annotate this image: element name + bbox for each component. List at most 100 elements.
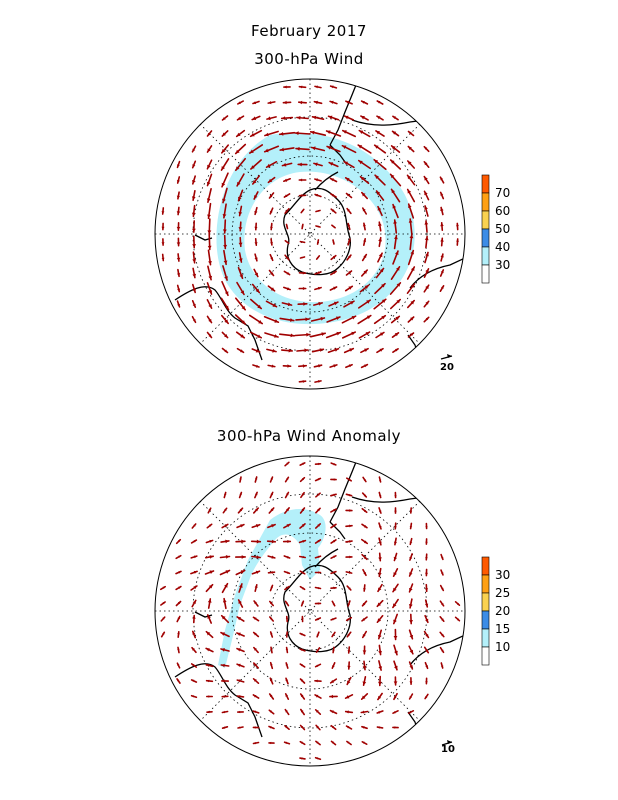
wind-vector-head xyxy=(440,177,444,181)
wind-vector-head xyxy=(240,334,245,338)
wind-vector-head xyxy=(366,315,371,320)
wind-vector-head xyxy=(176,195,180,199)
wind-vector-head xyxy=(314,178,319,182)
wind-vector-head xyxy=(359,130,364,134)
wind-vector-head xyxy=(424,205,428,210)
wind-vector-head xyxy=(287,364,291,368)
wind-vector-head xyxy=(381,315,386,320)
wind-vector-head xyxy=(320,316,325,321)
wind-vector-head xyxy=(264,132,269,137)
wind-vector-head xyxy=(332,255,336,259)
wind-vector-head xyxy=(192,180,196,184)
wind-vector-head xyxy=(328,115,333,120)
wind-vector-head xyxy=(254,272,258,277)
wind-vector-head xyxy=(255,364,259,368)
wind-vector-head xyxy=(317,242,319,245)
wind-vector-head xyxy=(177,288,181,292)
wind-vector-head xyxy=(207,148,211,153)
wind-vector-head xyxy=(456,238,459,242)
wind-vector-head xyxy=(361,101,365,104)
colorbar-swatch xyxy=(481,228,490,248)
wind-vector-head xyxy=(424,146,428,150)
wind-vector-head xyxy=(252,116,257,120)
wind-vector-head xyxy=(207,164,211,169)
wind-vector-head xyxy=(366,300,371,304)
wind-vector-head xyxy=(348,255,351,259)
colorbar-label: 50 xyxy=(495,222,510,236)
wind-vector-head xyxy=(332,242,335,244)
wind-vector-head xyxy=(375,175,379,179)
wind-vector-head xyxy=(176,226,181,231)
wind-vector-head xyxy=(192,228,196,233)
colorbar-label: 60 xyxy=(495,204,510,218)
wind-vector-head xyxy=(208,275,213,280)
wind-vector-head xyxy=(238,227,243,231)
wind-vector-head xyxy=(257,334,262,338)
wind-vector-head xyxy=(192,164,196,168)
wind-vector-head xyxy=(306,332,310,337)
wind-vector-head xyxy=(283,100,287,105)
wind-vector-head xyxy=(254,226,258,230)
wind-vector-head xyxy=(407,161,412,165)
wind-vector-head xyxy=(440,222,444,227)
wind-vector-head xyxy=(336,316,340,320)
wind-vector-head xyxy=(206,198,211,203)
wind-vector-head xyxy=(208,334,212,338)
wind-vector-head xyxy=(374,145,379,149)
wind-vector-head xyxy=(239,274,243,279)
wind-vector-head xyxy=(318,380,321,383)
wind-vector-head xyxy=(224,276,228,281)
wind-vector-head xyxy=(255,348,260,353)
wind-vector-head xyxy=(333,301,338,306)
colorbar: 70 60 50 40 30 xyxy=(481,174,510,284)
wind-vector-head xyxy=(360,176,365,181)
wind-vector-head xyxy=(238,211,243,216)
wind-vector-head xyxy=(222,198,226,203)
wind-vector-head xyxy=(298,100,303,105)
wind-vector-head xyxy=(362,208,366,212)
wind-vector-head xyxy=(358,160,363,165)
wind-vector-head xyxy=(392,204,397,209)
wind-vector-head xyxy=(255,288,260,293)
wind-vector-head xyxy=(424,176,428,181)
wind-vector-head xyxy=(348,286,353,290)
wind-vector-head xyxy=(315,194,319,197)
wind-vector-head xyxy=(221,182,226,187)
wind-vector-head xyxy=(176,257,181,262)
wind-vector-head xyxy=(192,273,197,278)
anomaly-map-title: 300-hPa Wind Anomaly xyxy=(216,427,402,445)
wind-vector-head xyxy=(237,181,241,186)
wind-vector-head xyxy=(333,286,337,290)
wind-vector-head xyxy=(342,145,347,149)
map-boundary xyxy=(154,78,466,390)
wind-vector-head xyxy=(364,348,369,352)
wind-vector-head xyxy=(299,178,303,182)
wind-vector-head xyxy=(235,149,240,154)
figure-title: February 2017 xyxy=(251,22,367,40)
wind-vector-head xyxy=(330,193,334,197)
wind-vector-head xyxy=(301,209,304,212)
wind-vector-head xyxy=(266,163,271,168)
wind-vector-head xyxy=(249,149,254,154)
wind-vector-head xyxy=(304,348,308,353)
wind-vector-head xyxy=(312,115,317,120)
wind-vector-head xyxy=(314,100,318,105)
wind-vector-head xyxy=(301,224,304,227)
wind-vector-head xyxy=(250,165,255,169)
wind-vector-head xyxy=(327,146,332,150)
wind-vector-head xyxy=(285,240,288,243)
wind-vector-head xyxy=(237,101,241,104)
wind-vector-head xyxy=(351,331,356,336)
wind-vector-head xyxy=(191,196,196,201)
wind-vector-head xyxy=(207,245,212,250)
wind-vector-head xyxy=(207,132,211,136)
wind-vector-head xyxy=(192,148,196,152)
wind-vector-head xyxy=(396,266,400,271)
wind-vector-head xyxy=(344,161,349,166)
wind-vector-head xyxy=(393,220,397,224)
wind-vector-head xyxy=(270,226,273,230)
wind-vector-head xyxy=(344,115,349,120)
wind-vector-head xyxy=(334,348,339,352)
wind-vector-head xyxy=(318,364,322,368)
wind-vector-head xyxy=(376,130,380,135)
